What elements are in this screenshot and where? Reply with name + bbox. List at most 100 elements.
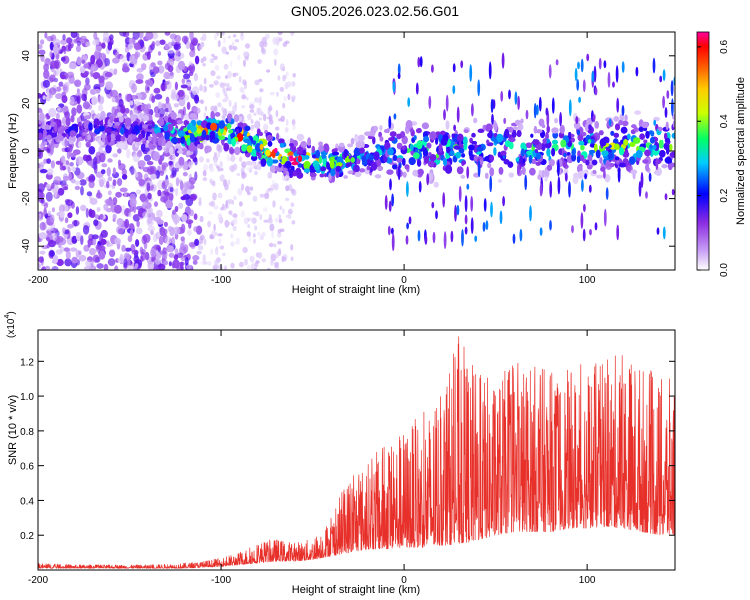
ridge-blob bbox=[350, 157, 355, 163]
ridge-blob bbox=[164, 115, 168, 122]
faint-blob bbox=[275, 251, 279, 259]
noise-blob bbox=[96, 263, 104, 269]
ridge-blob bbox=[170, 112, 177, 120]
noise-blob bbox=[69, 162, 74, 167]
faint-blob bbox=[275, 109, 279, 118]
ridge-blob bbox=[260, 158, 267, 167]
noise-blob bbox=[92, 39, 100, 46]
streak-blob bbox=[648, 172, 652, 182]
ridge-blob bbox=[535, 161, 541, 166]
ridge-blob bbox=[290, 165, 295, 171]
noise-blob bbox=[173, 254, 179, 261]
streak-blob bbox=[482, 221, 486, 232]
faint-blob bbox=[249, 186, 254, 192]
faint-blob bbox=[290, 202, 295, 208]
ridge-blob bbox=[629, 142, 636, 147]
ridge-blob bbox=[244, 125, 251, 131]
ridge-blob bbox=[59, 135, 64, 141]
ridge-blob bbox=[356, 158, 360, 165]
noise-blob bbox=[132, 32, 140, 40]
streak-blob bbox=[458, 185, 462, 202]
streak-blob bbox=[470, 217, 474, 235]
ridge-blob bbox=[661, 164, 668, 169]
ridge-blob bbox=[276, 132, 280, 141]
noise-blob bbox=[92, 72, 101, 79]
faint-blob bbox=[273, 243, 277, 248]
noise-blob bbox=[61, 155, 66, 163]
ridge-blob bbox=[591, 159, 598, 166]
noise-blob bbox=[82, 154, 89, 161]
noise-blob bbox=[186, 101, 191, 110]
noise-blob bbox=[112, 213, 117, 220]
faint-blob bbox=[285, 185, 290, 192]
noise-blob bbox=[38, 143, 41, 149]
faint-blob bbox=[232, 46, 238, 51]
noise-blob bbox=[117, 148, 122, 154]
noise-blob bbox=[135, 263, 139, 268]
faint-blob bbox=[214, 259, 219, 268]
streak-blob bbox=[571, 225, 574, 234]
ridge-blob bbox=[537, 174, 542, 180]
faint-blob bbox=[270, 259, 274, 266]
x-tick-label: 100 bbox=[579, 575, 596, 586]
streak-blob bbox=[621, 61, 625, 73]
streak-blob bbox=[612, 81, 615, 88]
faint-blob bbox=[213, 159, 218, 167]
ridge-blob bbox=[87, 134, 92, 141]
noise-blob bbox=[159, 250, 167, 255]
faint-blob bbox=[238, 76, 242, 83]
streak-blob bbox=[555, 59, 559, 66]
noise-blob bbox=[124, 46, 130, 54]
noise-blob bbox=[135, 79, 144, 84]
noise-blob bbox=[102, 37, 111, 43]
noise-blob bbox=[76, 171, 85, 180]
noise-blob bbox=[66, 37, 73, 44]
faint-blob bbox=[227, 70, 232, 79]
noise-blob bbox=[40, 53, 45, 62]
noise-blob bbox=[150, 136, 158, 143]
streak-blob bbox=[653, 119, 657, 126]
ridge-blob bbox=[525, 142, 533, 149]
ridge-blob bbox=[587, 164, 593, 170]
ridge-blob bbox=[229, 148, 235, 154]
noise-blob bbox=[120, 106, 126, 114]
faint-blob bbox=[243, 51, 249, 57]
ridge-blob bbox=[302, 149, 307, 156]
noise-blob bbox=[113, 70, 117, 76]
ridge-blob bbox=[386, 157, 393, 164]
faint-blob bbox=[240, 32, 244, 37]
noise-blob bbox=[52, 254, 59, 264]
streak-blob bbox=[491, 113, 494, 125]
x-tick-label: -200 bbox=[28, 275, 48, 286]
ridge-blob bbox=[386, 169, 394, 175]
faint-blob bbox=[219, 160, 223, 167]
streak-blob bbox=[616, 224, 620, 241]
faint-blob bbox=[221, 46, 227, 54]
streak-blob bbox=[389, 178, 392, 191]
streak-blob bbox=[615, 65, 619, 83]
noise-blob bbox=[159, 170, 165, 177]
faint-blob bbox=[291, 81, 296, 87]
ridge-blob bbox=[373, 125, 378, 132]
streak-blob bbox=[608, 118, 612, 127]
faint-blob bbox=[253, 112, 257, 116]
noise-blob bbox=[44, 58, 51, 67]
ridge-blob bbox=[158, 117, 165, 127]
noise-blob bbox=[48, 239, 56, 248]
streak-blob bbox=[549, 220, 552, 231]
noise-blob bbox=[85, 77, 90, 85]
ridge-blob bbox=[576, 155, 581, 163]
faint-blob bbox=[248, 235, 252, 242]
noise-blob bbox=[50, 214, 55, 224]
streak-blob bbox=[582, 79, 586, 93]
streak-blob bbox=[519, 228, 523, 242]
faint-blob bbox=[216, 144, 221, 152]
ridge-blob bbox=[520, 142, 527, 150]
noise-blob bbox=[44, 265, 51, 270]
faint-blob bbox=[210, 70, 216, 77]
streak-blob bbox=[501, 52, 505, 69]
noise-blob bbox=[91, 234, 99, 240]
ridge-blob bbox=[599, 138, 607, 147]
ridge-blob bbox=[562, 160, 567, 168]
